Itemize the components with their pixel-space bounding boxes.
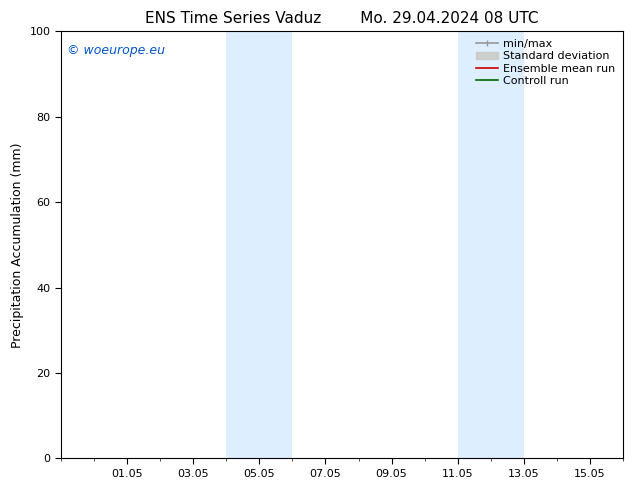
Y-axis label: Precipitation Accumulation (mm): Precipitation Accumulation (mm) (11, 142, 24, 348)
Bar (226, 31, 292, 459)
Title: ENS Time Series Vaduz        Mo. 29.04.2024 08 UTC: ENS Time Series Vaduz Mo. 29.04.2024 08 … (145, 11, 539, 26)
Legend: min/max, Standard deviation, Ensemble mean run, Controll run: min/max, Standard deviation, Ensemble me… (472, 35, 619, 90)
Bar (458, 31, 524, 459)
Text: © woeurope.eu: © woeurope.eu (67, 44, 165, 57)
